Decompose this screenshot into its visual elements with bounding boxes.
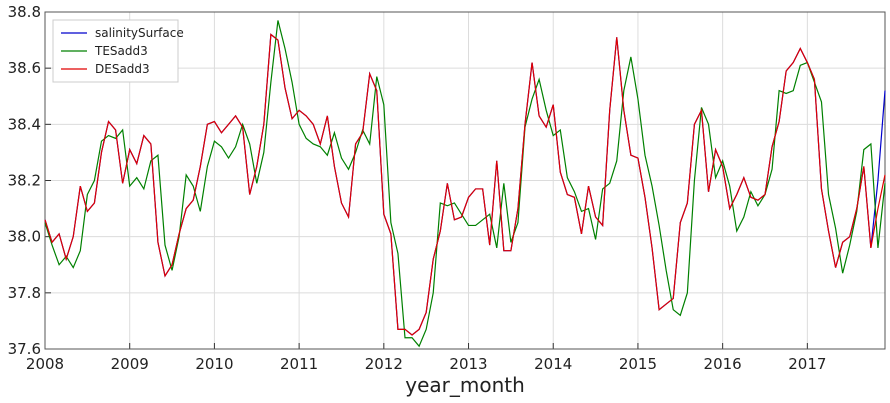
x-tick-label: 2017 <box>788 355 826 373</box>
y-tick-label: 37.6 <box>8 340 41 358</box>
x-tick-label: 2009 <box>111 355 149 373</box>
legend-label: TESadd3 <box>94 44 148 58</box>
y-tick-label: 38.2 <box>8 172 41 190</box>
y-tick-label: 38.6 <box>8 59 41 77</box>
x-tick-label: 2013 <box>449 355 487 373</box>
series-line <box>44 33 886 336</box>
x-tick-label: 2012 <box>365 355 403 373</box>
x-tick-label: 2016 <box>704 355 742 373</box>
x-tick-label: 2010 <box>195 355 233 373</box>
x-axis-label: year_month <box>405 373 525 397</box>
x-tick-label: 2015 <box>619 355 657 373</box>
y-tick-label: 37.8 <box>8 284 41 302</box>
y-tick-label: 38.8 <box>8 3 41 21</box>
plot-frame <box>44 11 886 350</box>
legend-label: salinitySurface <box>95 26 184 40</box>
x-tick-label: 2008 <box>26 355 64 373</box>
y-tick-label: 38.0 <box>8 228 41 246</box>
series-line <box>44 20 886 348</box>
y-tick-label: 38.4 <box>8 115 41 133</box>
legend-label: DESadd3 <box>95 62 150 76</box>
x-tick-label: 2011 <box>280 355 318 373</box>
x-tick-label: 2014 <box>534 355 572 373</box>
